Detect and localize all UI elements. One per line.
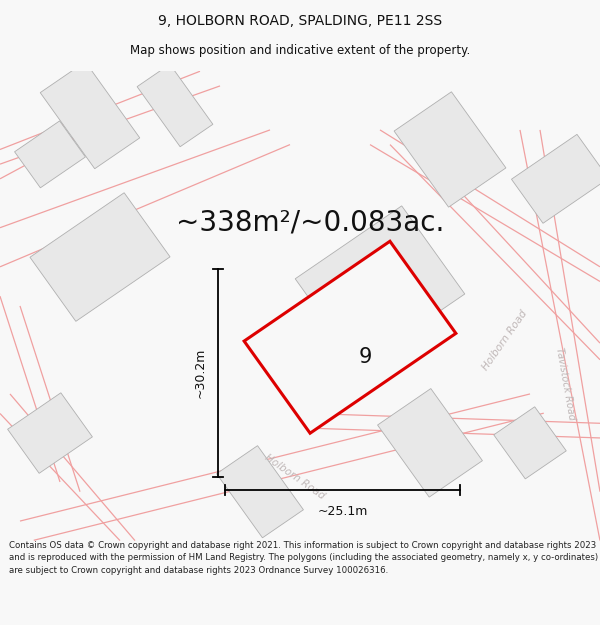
- Text: Map shows position and indicative extent of the property.: Map shows position and indicative extent…: [130, 44, 470, 57]
- Polygon shape: [30, 192, 170, 321]
- Text: 9, HOLBORN ROAD, SPALDING, PE11 2SS: 9, HOLBORN ROAD, SPALDING, PE11 2SS: [158, 14, 442, 28]
- Polygon shape: [394, 92, 506, 207]
- Text: ~25.1m: ~25.1m: [317, 505, 368, 518]
- Text: ~338m²/~0.083ac.: ~338m²/~0.083ac.: [176, 209, 444, 237]
- Polygon shape: [295, 206, 465, 367]
- Text: ~30.2m: ~30.2m: [193, 348, 206, 398]
- Polygon shape: [511, 134, 600, 223]
- Polygon shape: [8, 392, 92, 473]
- Polygon shape: [244, 241, 456, 433]
- Polygon shape: [137, 64, 213, 147]
- Polygon shape: [217, 446, 304, 538]
- Text: Holborn Road: Holborn Road: [481, 308, 529, 372]
- Text: Tavistock Road: Tavistock Road: [554, 347, 577, 421]
- Polygon shape: [494, 407, 566, 479]
- Text: Holborn Road: Holborn Road: [263, 452, 327, 501]
- Polygon shape: [40, 62, 140, 169]
- Polygon shape: [14, 121, 85, 188]
- Text: 9: 9: [358, 347, 371, 367]
- Text: Contains OS data © Crown copyright and database right 2021. This information is : Contains OS data © Crown copyright and d…: [9, 541, 598, 574]
- Polygon shape: [377, 389, 482, 497]
